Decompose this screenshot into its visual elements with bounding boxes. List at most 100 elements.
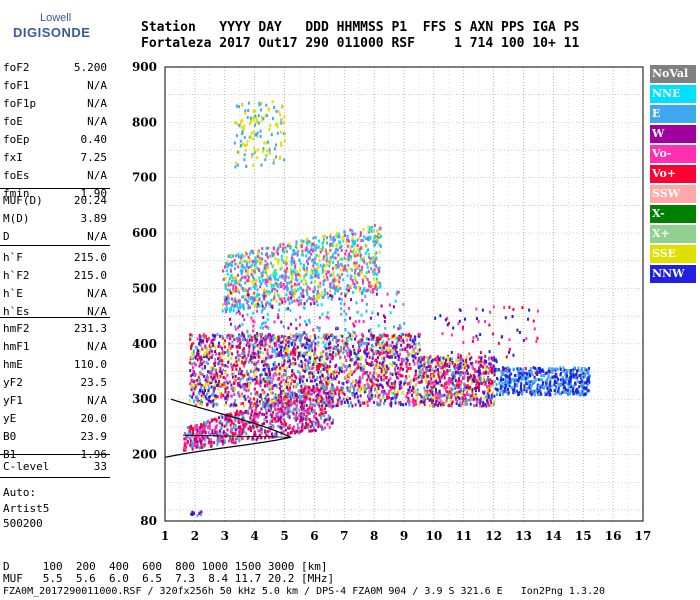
param-value: 215.0: [73, 251, 107, 264]
echo-point: [466, 363, 469, 367]
echo-point: [248, 385, 251, 389]
echo-point: [461, 395, 464, 399]
echo-point: [373, 263, 376, 267]
echo-point: [355, 391, 358, 395]
echo-point: [224, 432, 227, 436]
echo-point: [307, 365, 310, 369]
echo-point: [273, 296, 276, 300]
param-foep: foEp 0.40: [3, 133, 107, 147]
echo-point: [309, 392, 312, 396]
echo-point: [283, 420, 286, 424]
echo-point: [299, 364, 302, 368]
echo-point: [482, 378, 485, 382]
echo-point: [317, 425, 320, 429]
echo-point: [262, 117, 265, 121]
echo-point: [398, 386, 401, 390]
echo-point: [312, 236, 315, 240]
echo-point: [223, 299, 226, 303]
echo-point: [275, 272, 278, 276]
echo-point: [267, 289, 270, 293]
echo-point: [276, 394, 279, 398]
echo-point: [375, 277, 378, 281]
echo-point: [386, 370, 389, 374]
echo-point: [358, 382, 361, 386]
echo-point: [221, 359, 224, 363]
echo-point: [430, 372, 433, 376]
echo-point: [210, 342, 213, 346]
echo-point: [371, 394, 374, 398]
echo-point: [216, 373, 219, 377]
echo-point: [274, 256, 277, 260]
echo-point: [271, 384, 274, 388]
echo-point: [219, 431, 222, 435]
param-value: N/A: [87, 394, 107, 407]
echo-point: [218, 357, 221, 361]
echo-point: [222, 393, 225, 397]
echo-point: [194, 424, 197, 428]
echo-point: [304, 363, 307, 367]
echo-point: [185, 437, 188, 441]
echo-point: [387, 337, 390, 341]
echo-point: [363, 390, 366, 394]
echo-point: [212, 404, 215, 408]
echo-point: [297, 395, 300, 399]
echo-point: [274, 417, 277, 421]
echo-point: [260, 261, 263, 265]
echo-point: [379, 226, 382, 230]
echo-point: [309, 379, 312, 383]
echo-point: [271, 289, 274, 293]
echo-point: [338, 273, 341, 277]
echo-point: [204, 351, 207, 355]
param-key: MUF(D): [3, 194, 43, 207]
echo-point: [326, 256, 329, 260]
echo-point: [276, 373, 279, 377]
echo-point: [311, 410, 314, 414]
echo-point: [209, 442, 212, 446]
echo-point: [306, 385, 309, 389]
echo-point: [414, 373, 417, 377]
echo-point: [462, 402, 465, 406]
echo-point: [191, 434, 194, 438]
echo-point: [296, 283, 299, 287]
echo-point: [464, 383, 467, 387]
param-hme: hmE 110.0: [3, 358, 107, 372]
echo-point: [237, 337, 240, 341]
echo-point: [220, 414, 223, 418]
echo-point: [312, 375, 315, 379]
echo-point: [439, 365, 442, 369]
echo-point: [259, 433, 262, 437]
echo-point: [303, 382, 306, 386]
echo-point: [438, 389, 441, 393]
echo-point: [317, 292, 320, 296]
echo-point: [451, 376, 454, 380]
echo-point: [357, 350, 360, 354]
echo-point: [255, 425, 258, 429]
echo-point: [215, 384, 218, 388]
echo-point: [460, 357, 463, 361]
echo-point: [300, 425, 303, 429]
echo-point: [322, 235, 325, 239]
echo-point: [354, 368, 357, 372]
echo-point: [369, 235, 372, 239]
echo-point: [367, 256, 370, 260]
echo-point: [371, 258, 374, 262]
echo-point: [329, 274, 332, 278]
echo-point: [214, 368, 217, 372]
echo-point: [266, 376, 269, 380]
echo-point: [281, 356, 284, 360]
echo-point: [320, 411, 323, 415]
echo-point: [394, 398, 397, 402]
echo-point: [213, 364, 216, 368]
echo-point: [309, 403, 312, 407]
echo-point: [266, 380, 269, 384]
echo-point: [459, 383, 462, 387]
echo-point: [377, 394, 380, 398]
echo-point: [225, 296, 228, 300]
echo-point: [443, 364, 446, 368]
echo-point: [390, 401, 393, 405]
x-tick-label: 8: [370, 529, 378, 543]
echo-point: [198, 388, 201, 392]
echo-point: [245, 164, 248, 168]
echo-point: [285, 376, 288, 380]
echo-point: [247, 399, 250, 403]
